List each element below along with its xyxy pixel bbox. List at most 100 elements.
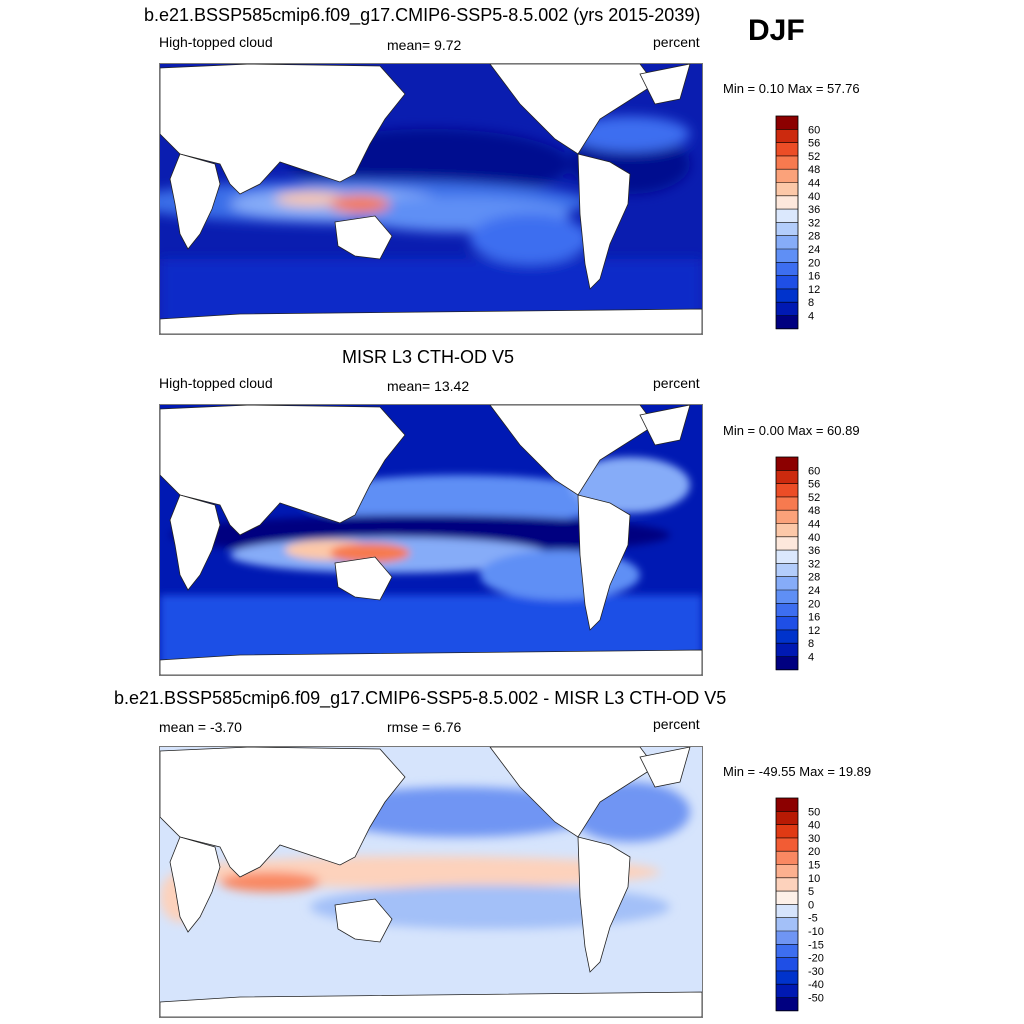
colorbar-box <box>776 811 798 825</box>
colorbar-box <box>776 917 798 932</box>
panel-model-minmax: Min = 0.10 Max = 57.76 <box>723 81 860 96</box>
colorbar-box <box>776 275 798 290</box>
colorbar-tick-label: -15 <box>808 939 824 951</box>
colorbar-tick-label: 32 <box>808 217 820 229</box>
season-label: DJF <box>748 14 805 47</box>
colorbar-tick-label: 36 <box>808 204 820 216</box>
colorbar-tick-label: 60 <box>808 124 820 136</box>
colorbar-box <box>776 523 798 538</box>
colorbar-tick-label: -5 <box>808 913 818 925</box>
colorbar-box <box>776 798 798 812</box>
panel-model-title: b.e21.BSSP585cmip6.f09_g17.CMIP6-SSP5-8.… <box>144 5 701 25</box>
panel-diff-minmax: Min = -49.55 Max = 19.89 <box>723 764 872 779</box>
colorbar-box <box>776 169 798 183</box>
panel-diff-map <box>159 746 703 1018</box>
colorbar-tick-label: 40 <box>808 532 820 544</box>
colorbar-box <box>776 209 798 223</box>
colorbar-tick-label: -10 <box>808 926 824 938</box>
colorbar-tick-label: 44 <box>808 178 820 190</box>
colorbar-box <box>776 550 798 564</box>
colorbar-tick-label: 16 <box>808 612 820 624</box>
colorbar-box <box>776 116 798 130</box>
colorbar-tick-label: 50 <box>808 806 820 818</box>
colorbar-box <box>776 142 798 157</box>
model-map-plot <box>160 64 702 334</box>
colorbar-box <box>776 222 798 236</box>
colorbar-tick-label: -50 <box>808 993 824 1005</box>
colorbar-tick-label: 48 <box>808 164 820 176</box>
panel-model-map <box>159 63 703 335</box>
colorbar-box <box>776 483 798 498</box>
colorbar-tick-label: 12 <box>808 625 820 637</box>
colorbar-tick-label: 24 <box>808 244 820 256</box>
panel-model-mean: mean= 9.72 <box>387 37 462 53</box>
colorbar-box <box>776 864 798 879</box>
colorbar-box <box>776 837 798 852</box>
colorbar-tick-label: -40 <box>808 979 824 991</box>
colorbar-box <box>776 470 798 484</box>
panel-obs-title: MISR L3 CTH-OD V5 <box>342 347 515 367</box>
colorbar-tick-label: 44 <box>808 519 820 531</box>
colorbar-box <box>776 603 798 617</box>
colorbar-tick-label: 0 <box>808 899 814 911</box>
colorbar-tick-label: 20 <box>808 846 820 858</box>
colorbar-box <box>776 984 798 998</box>
colorbar-box <box>776 629 798 644</box>
colorbar-box <box>776 576 798 591</box>
colorbar-box <box>776 904 798 918</box>
colorbar-tick-label: 28 <box>808 231 820 243</box>
colorbar-tick-label: 15 <box>808 860 820 872</box>
panel-obs-units: percent <box>653 375 700 391</box>
colorbar-box <box>776 851 798 865</box>
colorbar-box <box>776 957 798 972</box>
panel-diff-rmse: rmse = 6.76 <box>387 719 462 735</box>
colorbar-tick-label: 4 <box>808 311 814 323</box>
colorbar-box <box>776 235 798 250</box>
colorbar-tick-label: 30 <box>808 833 820 845</box>
colorbar-box <box>776 262 798 276</box>
colorbar-tick-label: 20 <box>808 257 820 269</box>
colorbar-tick-label: 10 <box>808 873 820 885</box>
colorbar-tick-label: 12 <box>808 284 820 296</box>
colorbar-tick-label: 36 <box>808 545 820 557</box>
colorbar-box <box>776 510 798 524</box>
colorbar-tick-label: 4 <box>808 652 814 664</box>
colorbar-box <box>776 616 798 631</box>
panel-diff-colorbar: -50 -40 -30 -20 -15 -10 -5 0 5 10 15 20 30 40 50 <box>775 797 846 1013</box>
colorbar-box <box>776 877 798 892</box>
colorbar-box <box>776 182 798 197</box>
panel-obs-variable-label: High-topped cloud <box>159 375 273 391</box>
colorbar-tick-label: 60 <box>808 465 820 477</box>
colorbar-tick-label: 24 <box>808 585 820 597</box>
colorbar-box <box>776 195 798 210</box>
panel-diff-mean: mean = -3.70 <box>159 719 242 735</box>
colorbar-box <box>776 288 798 303</box>
panel-obs-mean: mean= 13.42 <box>387 378 470 394</box>
colorbar-box <box>776 536 798 551</box>
colorbar-box <box>776 590 798 604</box>
panel-diff-units: percent <box>653 716 700 732</box>
colorbar-tick-label: 52 <box>808 492 820 504</box>
colorbar-box <box>776 643 798 657</box>
colorbar-tick-label: 56 <box>808 138 820 150</box>
colorbar-box <box>776 302 798 316</box>
colorbar-tick-label: 52 <box>808 151 820 163</box>
colorbar-box <box>776 496 798 511</box>
colorbar-box <box>776 129 798 143</box>
panel-diff-title: b.e21.BSSP585cmip6.f09_g17.CMIP6-SSP5-8.… <box>114 688 727 708</box>
colorbar-box <box>776 563 798 577</box>
colorbar-box <box>776 970 798 985</box>
colorbar-box <box>776 931 798 945</box>
colorbar-box <box>776 315 798 330</box>
panel-obs-map <box>159 404 703 676</box>
colorbar-tick-label: 32 <box>808 558 820 570</box>
panel-obs-minmax: Min = 0.00 Max = 60.89 <box>723 423 860 438</box>
colorbar-tick-label: -30 <box>808 966 824 978</box>
diff-map-plot <box>160 747 702 1017</box>
colorbar-tick-label: 48 <box>808 505 820 517</box>
colorbar-box <box>776 457 798 471</box>
panel-model-variable-label: High-topped cloud <box>159 34 273 50</box>
colorbar-box <box>776 249 798 263</box>
